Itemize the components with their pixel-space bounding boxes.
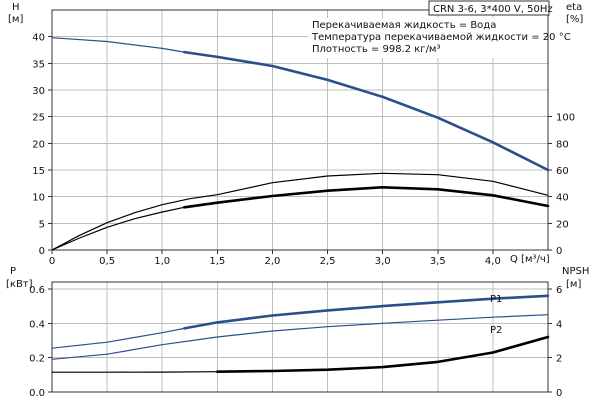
eta-tick-label: 80: [556, 139, 569, 150]
p2-curve-label: P2: [490, 325, 502, 336]
power-npsh-panel: 0.0 0.2 0.4 0.6 0 2 4 6 P [кВт] NPSH [м] P1 P2: [6, 266, 589, 399]
x-tick-label: 3,0: [375, 256, 391, 267]
p1-curve-operating-range: [183, 294, 550, 330]
head-tick-label: 30: [32, 86, 45, 97]
x-tick-label: 3,5: [430, 256, 446, 267]
npsh-axis-unit: [м]: [566, 279, 581, 290]
p2-curve: [51, 314, 549, 360]
head-tick-label: 0: [39, 246, 45, 257]
power-npsh-series: [51, 294, 550, 373]
head-efficiency-series: [51, 37, 550, 251]
npsh-tick-label: 2: [556, 354, 562, 365]
power-axis-unit: [кВт]: [6, 279, 33, 290]
power-npsh-frame: [51, 281, 549, 393]
npsh-tick-label: 6: [556, 285, 562, 296]
flow-axis-title: Q [м³/ч]: [510, 254, 550, 265]
fluid-info-line: Плотность = 998.2 кг/м³: [312, 44, 441, 55]
x-tick-label: 0,5: [99, 256, 115, 267]
head-tick-label: 10: [32, 193, 45, 204]
p1-curve: [51, 295, 549, 349]
model-box: [428, 0, 550, 16]
power-tick-label: 0.2: [29, 354, 45, 365]
head-tick-label: 25: [32, 113, 45, 124]
efficiency-curve-operating-range: [183, 186, 550, 209]
eta-axis-title: eta: [566, 2, 582, 13]
head-tick-label: 35: [32, 59, 45, 70]
head-curve-operating-range: [183, 50, 550, 172]
power-tick-label: 0.0: [29, 388, 45, 399]
npsh-curve-operating-range: [216, 335, 550, 373]
eta-tick-label: 40: [556, 193, 569, 204]
head-efficiency-panel: 0 0,5 1,0 1,5 2,0 2,5 3,0 3,5 4,0 0 5 10 15 20 25 30 35 4…: [8, 0, 583, 267]
x-tick-label: 1,0: [154, 256, 170, 267]
head-tick-label: 40: [32, 33, 45, 44]
head-tick-label: 5: [39, 219, 45, 230]
model-label: CRN 3-6, 3*400 V, 50Hz: [433, 4, 553, 15]
head-axis-title: H: [12, 2, 20, 13]
x-tick-label: 2,5: [320, 256, 336, 267]
power-npsh-ticks: 0.0 0.2 0.4 0.6 0 2 4 6: [29, 285, 562, 399]
head-axis-unit: [м]: [8, 14, 23, 25]
power-axis-title: P: [10, 266, 16, 277]
fluid-info-background: [308, 18, 544, 58]
head-efficiency-ticks: 0 0,5 1,0 1,5 2,0 2,5 3,0 3,5 4,0 0 5 10 15 20 25 30 35 4…: [32, 33, 575, 267]
x-tick-label: 2,0: [264, 256, 280, 267]
eta-tick-label: 60: [556, 166, 569, 177]
head-tick-label: 15: [32, 166, 45, 177]
fluid-info-line: Перекачиваемая жидкость = Вода: [312, 20, 496, 31]
x-tick-label: 0: [49, 256, 55, 267]
power-tick-label: 0.4: [29, 319, 45, 330]
p1-curve-label: P1: [490, 294, 502, 305]
power-npsh-grid: [51, 282, 549, 393]
npsh-tick-label: 0: [556, 388, 562, 399]
x-tick-label: 1,5: [209, 256, 225, 267]
eta-axis-unit: [%]: [566, 14, 583, 25]
eta-tick-label: 100: [556, 113, 575, 124]
eta-tick-label: 0: [556, 246, 562, 257]
npsh-axis-title: NPSH: [562, 266, 589, 277]
efficiency-upper-curve: [51, 172, 549, 251]
eta-tick-label: 20: [556, 219, 569, 230]
fluid-info-line: Температура перекачиваемой жидкости = 20…: [311, 32, 571, 43]
npsh-tick-label: 4: [556, 319, 562, 330]
head-tick-label: 20: [32, 139, 45, 150]
x-tick-label: 4,0: [485, 256, 501, 267]
power-tick-label: 0.6: [29, 285, 45, 296]
head-efficiency-frame: [51, 9, 549, 251]
